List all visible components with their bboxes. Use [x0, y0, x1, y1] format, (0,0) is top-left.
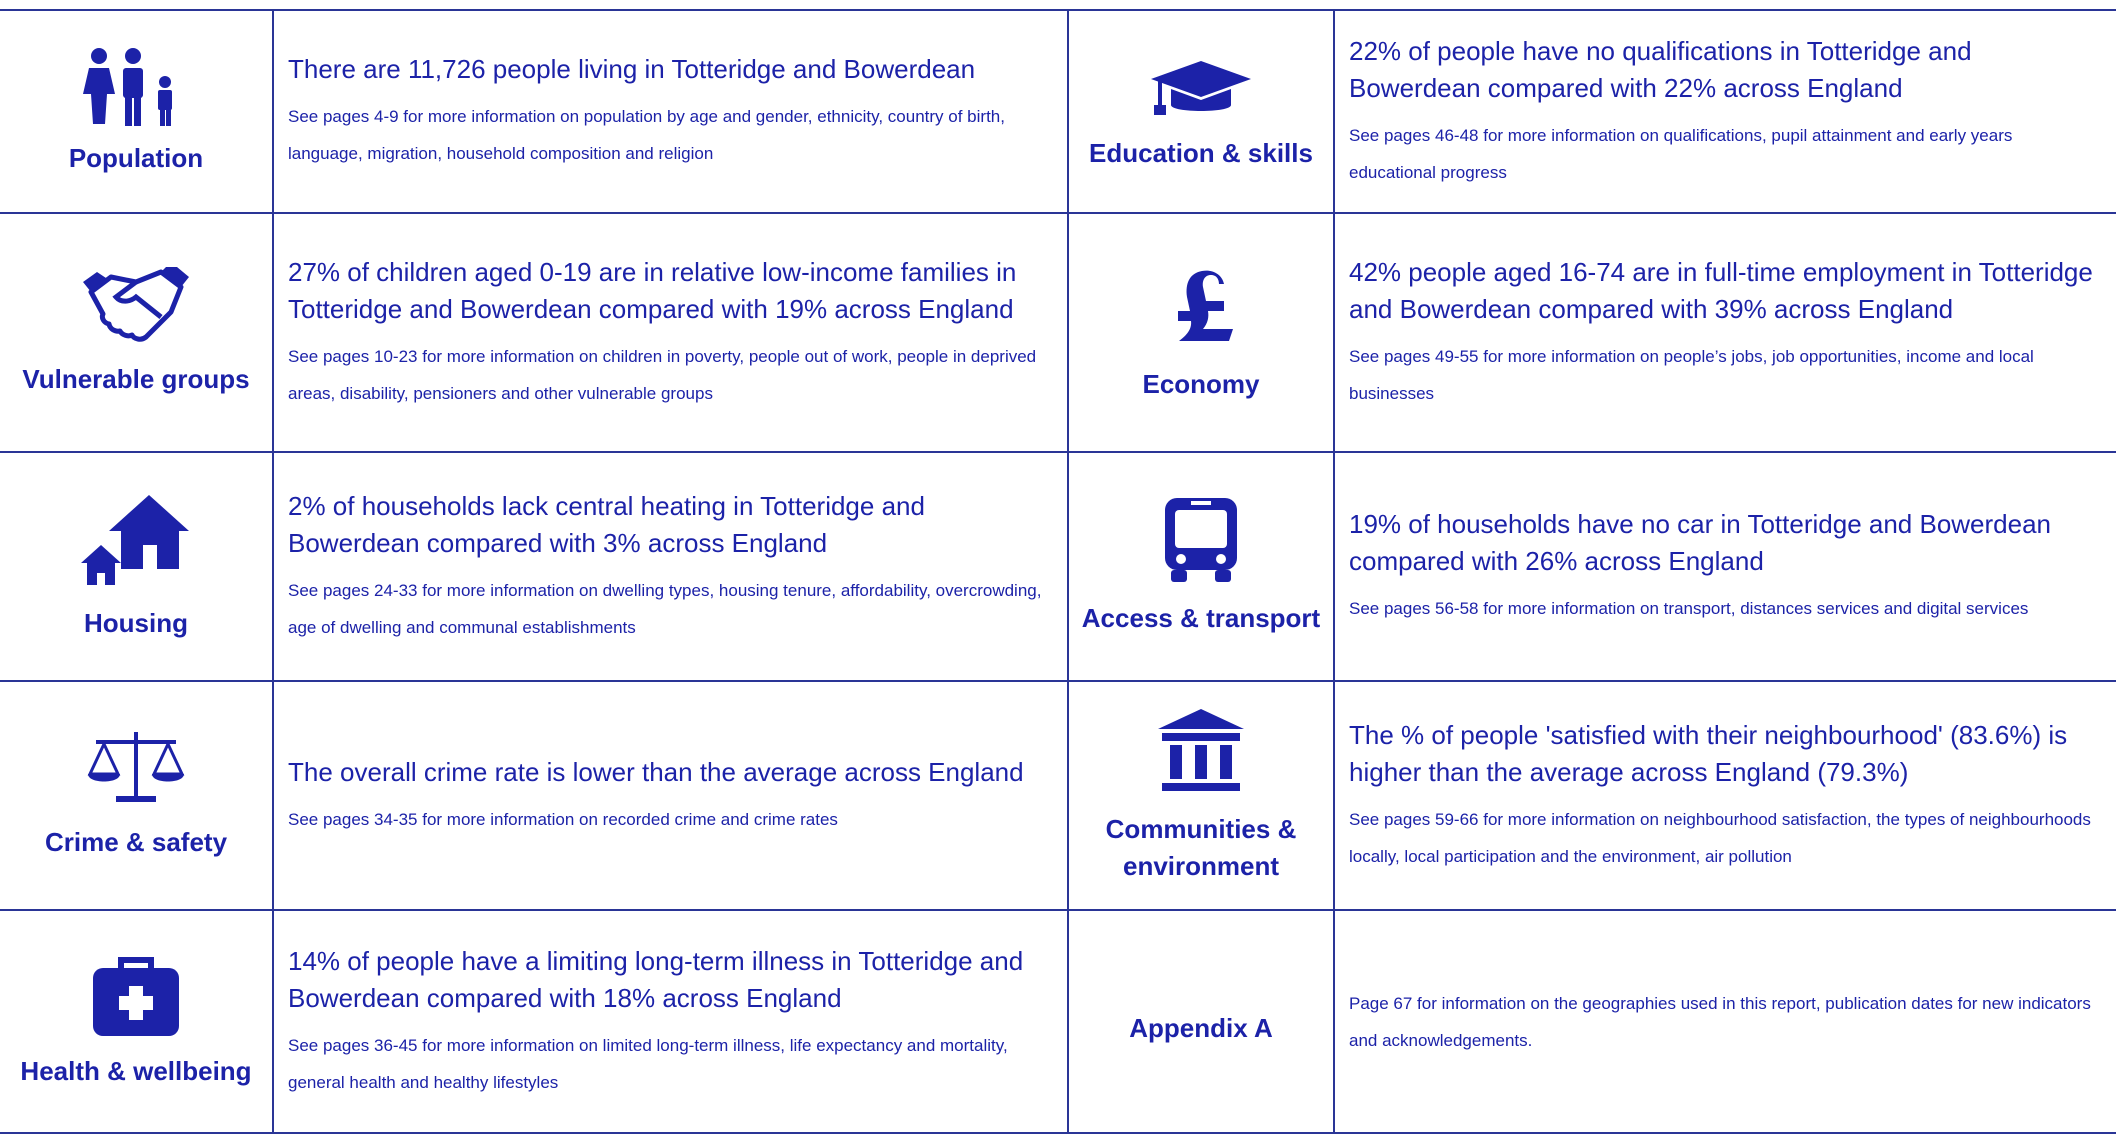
topic-text-cell: Page 67 for information on the geographi… [1335, 911, 2116, 1134]
topic-detail: See pages 24-33 for more information on … [288, 580, 1042, 637]
topic-detail: See pages 46-48 for more information on … [1349, 125, 2013, 182]
topic-icon-cell: Population [0, 11, 274, 214]
topic-icon-cell: Health & wellbeing [0, 911, 274, 1134]
topic-headline: 19% of households have no car in Totteri… [1349, 509, 2052, 576]
topic-headline: 22% of people have no qualifications in … [1349, 35, 1972, 103]
topic-icon [81, 267, 191, 347]
topic-icon-cell: Crime & safety [0, 682, 274, 911]
topic-icon-cell: Appendix A [1069, 911, 1335, 1134]
topic-headline: The % of people 'satisfied with their ne… [1349, 719, 2068, 787]
topic-label: Crime & safety [44, 827, 228, 857]
topic-headline: 27% of children aged 0-19 are in relativ… [288, 256, 1017, 324]
topic-headline: The overall crime rate is lower than the… [288, 756, 1024, 787]
topic-label: Health & wellbeing [20, 1055, 252, 1086]
topic-detail: See pages 34-35 for more information on … [288, 809, 838, 829]
topic-icon [1156, 707, 1246, 797]
topic-text-cell: 19% of households have no car in Totteri… [1335, 453, 2116, 682]
topic-text-cell: The % of people 'satisfied with their ne… [1335, 682, 2116, 911]
topic-detail: See pages 59-66 for more information on … [1349, 809, 2091, 866]
topic-label: Housing [84, 608, 188, 638]
topic-text-cell: 27% of children aged 0-19 are in relativ… [274, 214, 1069, 453]
topic-icon-cell: Education & skills [1069, 11, 1335, 214]
topic-detail: See pages 36-45 for more information on … [288, 1035, 1008, 1092]
topic-icon [86, 730, 186, 810]
topic-detail: See pages 10-23 for more information on … [288, 346, 1037, 403]
topic-icon [1146, 51, 1256, 121]
topic-label: Communities & environment [1105, 813, 1297, 881]
topic-detail: See pages 49-55 for more information on … [1349, 346, 2034, 403]
topic-text-cell: There are 11,726 people living in Totter… [274, 11, 1069, 214]
topic-text-cell: 2% of households lack central heating in… [274, 453, 1069, 682]
topic-detail: See pages 56-58 for more information on … [1349, 599, 2029, 618]
topic-text-cell: The overall crime rate is lower than the… [274, 682, 1069, 911]
topic-label: Access & transport [1081, 603, 1321, 633]
topic-icon [81, 46, 191, 126]
topic-icon-cell: Vulnerable groups [0, 214, 274, 453]
topic-label: Population [68, 143, 204, 173]
topic-detail: Page 67 for information on the geographi… [1349, 993, 2091, 1050]
topic-icon [81, 491, 191, 591]
topic-icon [1166, 262, 1236, 352]
topic-text-cell: 42% people aged 16-74 are in full-time e… [1335, 214, 2116, 453]
topic-headline: There are 11,726 people living in Totter… [288, 54, 976, 84]
topic-detail: See pages 4-9 for more information on po… [288, 107, 1005, 163]
topic-icon-cell: Access & transport [1069, 453, 1335, 682]
topic-icon [91, 954, 181, 1039]
topic-icon-cell: Housing [0, 453, 274, 682]
topic-text-cell: 14% of people have a limiting long-term … [274, 911, 1069, 1134]
topic-icon [1161, 496, 1241, 586]
topic-label: Economy [1142, 369, 1260, 399]
topic-headline: 42% people aged 16-74 are in full-time e… [1349, 256, 2093, 324]
topic-label: Vulnerable groups [22, 364, 250, 394]
topic-headline: 2% of households lack central heating in… [288, 490, 925, 558]
topic-headline: 14% of people have a limiting long-term … [288, 945, 1024, 1013]
topic-grid: Population There are 11,726 people living… [0, 9, 2116, 1134]
topic-icon-cell: Economy [1069, 214, 1335, 453]
topic-label: Appendix A [1129, 1013, 1273, 1043]
topic-text-cell: 22% of people have no qualifications in … [1335, 11, 2116, 214]
topic-label: Education & skills [1089, 138, 1313, 168]
topic-icon-cell: Communities & environment [1069, 682, 1335, 911]
